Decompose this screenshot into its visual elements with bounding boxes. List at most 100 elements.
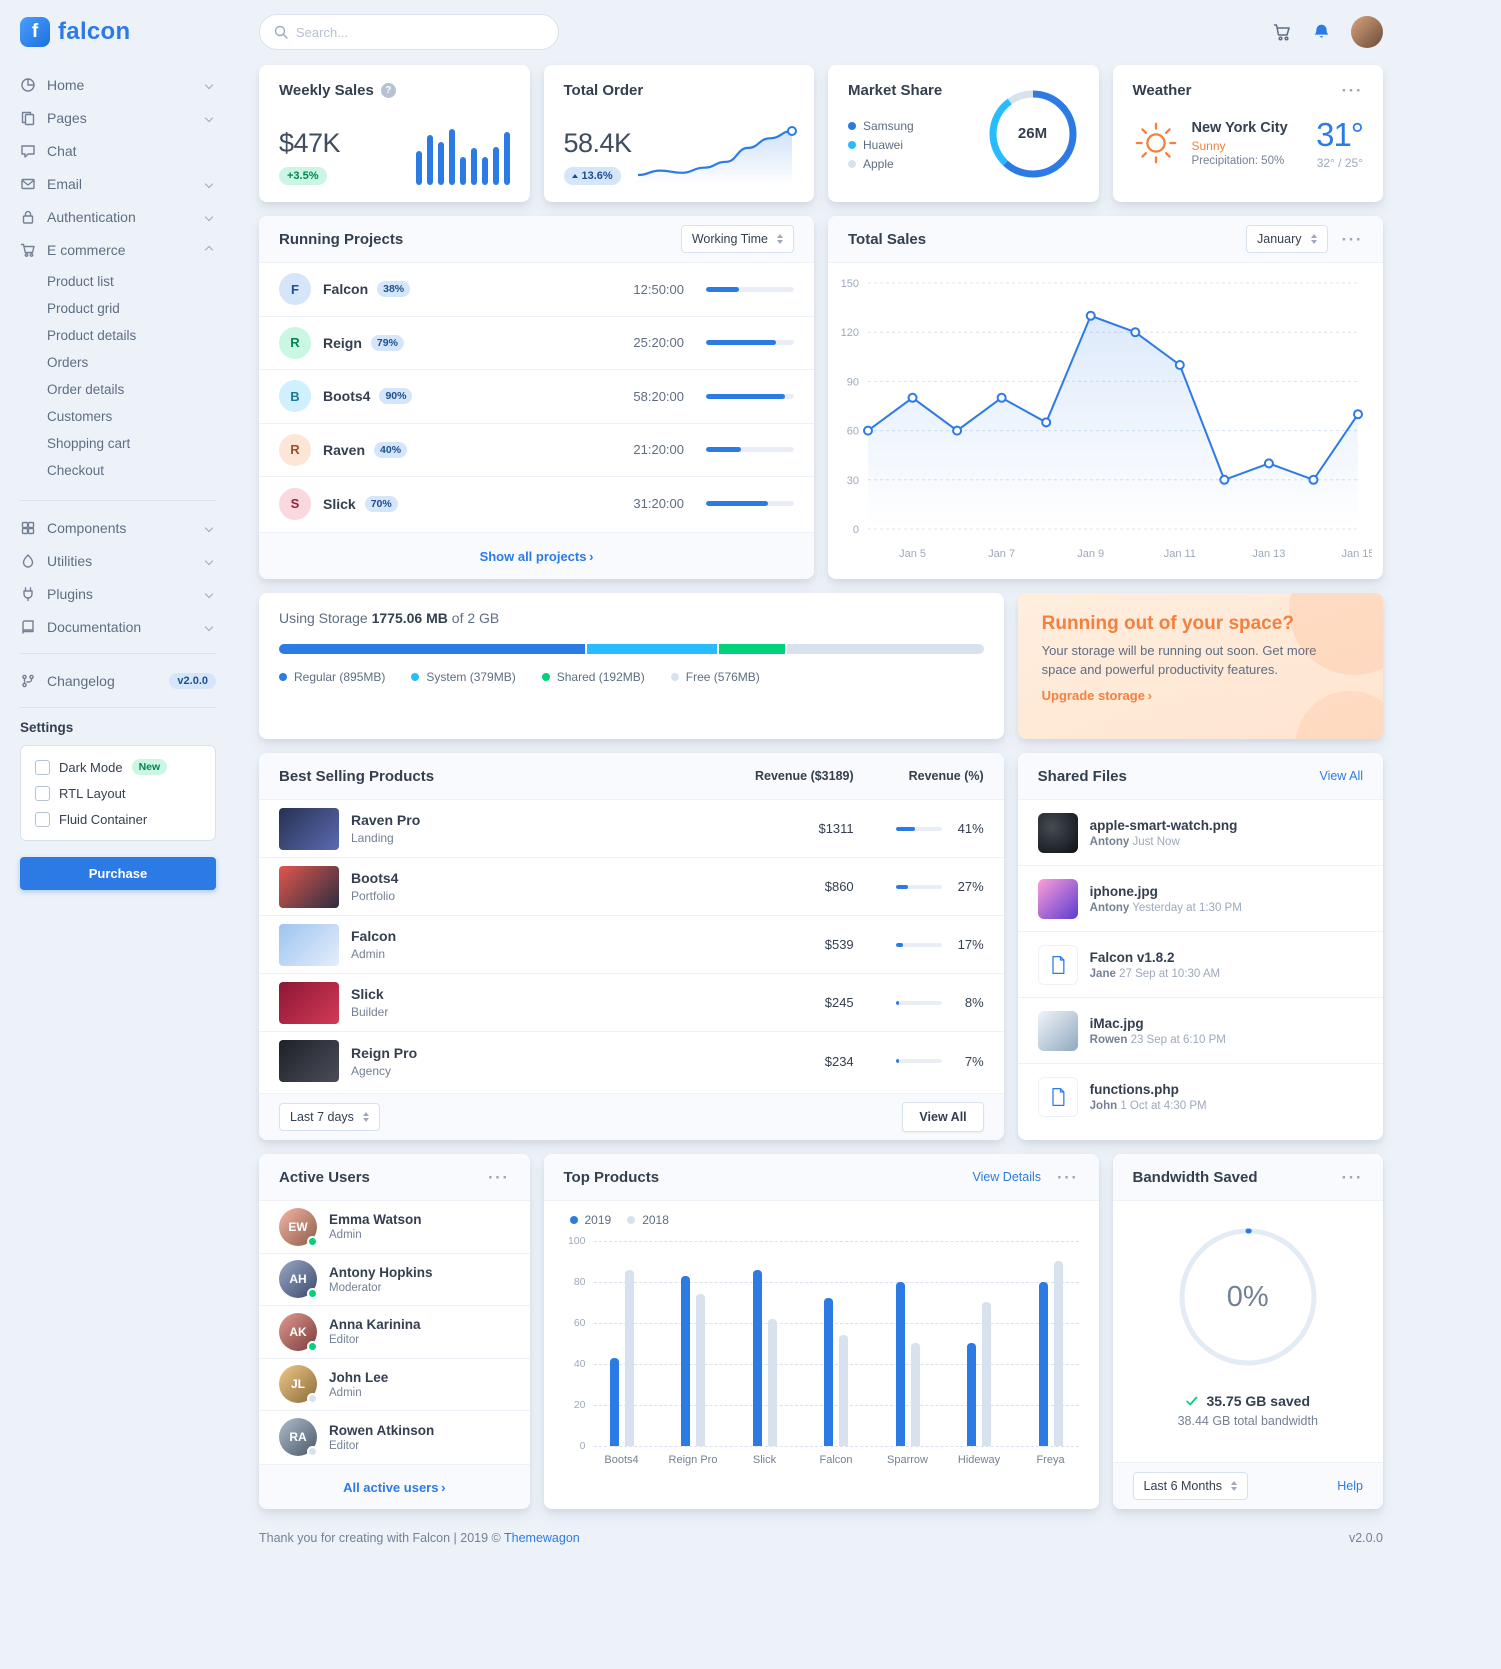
brand-logo[interactable]: f falcon xyxy=(0,17,230,47)
sidebar-item-authentication[interactable]: Authentication xyxy=(20,200,216,233)
sidebar-subitem[interactable]: Product details xyxy=(47,322,216,349)
user-row[interactable]: AH Antony Hopkins Moderator xyxy=(259,1254,530,1306)
checkbox[interactable] xyxy=(35,759,50,775)
product-thumbnail xyxy=(279,923,339,966)
total-order-card: Total Order 58.4K 13.6% xyxy=(543,65,814,202)
sidebar-item-home[interactable]: Home xyxy=(20,68,216,101)
ellipsis-menu-icon[interactable] xyxy=(1342,82,1363,99)
ellipsis-menu-icon[interactable] xyxy=(1342,231,1363,248)
checkbox[interactable] xyxy=(35,786,50,801)
sidebar-subitem[interactable]: Shopping cart xyxy=(47,430,216,457)
file-name[interactable]: apple-smart-watch.png xyxy=(1089,817,1238,833)
footer-credit: Thank you for creating with Falcon | 201… xyxy=(259,1531,580,1545)
user-row[interactable]: EW Emma Watson Admin xyxy=(259,1201,530,1254)
sidebar-item-changelog[interactable]: Changelog v2.0.0 xyxy=(20,664,216,697)
sidebar-divider xyxy=(20,707,216,708)
ellipsis-menu-icon[interactable] xyxy=(1057,1169,1078,1186)
sidebar-subitem[interactable]: Product grid xyxy=(47,295,216,322)
product-name[interactable]: Boots4 xyxy=(351,870,399,886)
help-link[interactable]: Help xyxy=(1337,1479,1363,1493)
chevron-down-icon xyxy=(204,622,214,631)
product-row[interactable]: Reign Pro Agency $234 7% xyxy=(259,1032,1004,1090)
themewagon-link[interactable]: Themewagon xyxy=(504,1531,580,1545)
settings-checkbox-row[interactable]: Dark Mode New xyxy=(35,759,201,775)
sidebar-item-chat[interactable]: Chat xyxy=(20,134,216,167)
sidebar-item-plugins[interactable]: Plugins xyxy=(20,577,216,610)
project-name[interactable]: Raven xyxy=(323,441,366,458)
settings-checkbox-row[interactable]: Fluid Container xyxy=(35,812,201,827)
sidebar-subitem[interactable]: Product list xyxy=(47,268,216,295)
month-select[interactable]: January xyxy=(1246,225,1328,253)
project-name[interactable]: Reign xyxy=(323,334,362,351)
project-name[interactable]: Boots4 xyxy=(323,388,371,405)
checkbox[interactable] xyxy=(35,812,50,827)
user-row[interactable]: AK Anna Karinina Editor xyxy=(259,1306,530,1359)
project-name[interactable]: Slick xyxy=(323,495,356,512)
user-name[interactable]: John Lee xyxy=(329,1369,389,1385)
ellipsis-menu-icon[interactable] xyxy=(1342,1169,1363,1186)
user-row[interactable]: RA Rowen Atkinson Editor xyxy=(259,1411,530,1464)
project-row[interactable]: S Slick 70% 31:20:00 xyxy=(259,477,814,531)
sidebar-item-utilities[interactable]: Utilities xyxy=(20,544,216,577)
sidebar-subitem[interactable]: Order details xyxy=(47,376,216,403)
project-row[interactable]: R Raven 40% 21:20:00 xyxy=(259,424,814,477)
user-avatar[interactable] xyxy=(1351,16,1383,48)
working-time-select[interactable]: Working Time xyxy=(680,225,794,253)
chevron-down-icon xyxy=(204,212,214,221)
file-name[interactable]: Falcon v1.8.2 xyxy=(1089,949,1175,965)
user-row[interactable]: JL John Lee Admin xyxy=(259,1359,530,1411)
user-name[interactable]: Rowen Atkinson xyxy=(329,1422,435,1438)
sidebar-item-email[interactable]: Email xyxy=(20,167,216,200)
sidebar-item-ecommerce[interactable]: E commerce xyxy=(20,233,216,266)
upgrade-storage-link[interactable]: Upgrade storage xyxy=(1042,688,1359,703)
sidebar-subitem[interactable]: Customers xyxy=(47,403,216,430)
sidebar-item-components[interactable]: Components xyxy=(20,511,216,544)
cart-icon[interactable] xyxy=(1272,22,1292,42)
sidebar-subitem[interactable]: Orders xyxy=(47,349,216,376)
all-active-users-link[interactable]: All active users xyxy=(343,1480,445,1495)
project-row[interactable]: B Boots4 90% 58:20:00 xyxy=(259,370,814,424)
product-row[interactable]: Raven Pro Landing $1311 41% xyxy=(259,800,1004,858)
product-name[interactable]: Reign Pro xyxy=(351,1044,418,1061)
product-name[interactable]: Falcon xyxy=(351,928,397,944)
sidebar-item-pages[interactable]: Pages xyxy=(20,101,216,134)
show-all-projects-link[interactable]: Show all projects xyxy=(480,549,594,564)
product-name[interactable]: Raven Pro xyxy=(351,812,421,828)
product-name[interactable]: Slick xyxy=(351,986,384,1002)
search-input[interactable] xyxy=(296,24,544,40)
sidebar-subitem[interactable]: Checkout xyxy=(47,457,216,484)
ellipsis-menu-icon[interactable] xyxy=(488,1169,509,1186)
purchase-button[interactable]: Purchase xyxy=(20,857,216,890)
shared-file-row[interactable]: Falcon v1.8.2 Jane 27 Sep at 10:30 AM xyxy=(1017,932,1383,998)
shared-file-row[interactable]: apple-smart-watch.png Antony Just Now xyxy=(1017,800,1383,866)
user-name[interactable]: Antony Hopkins xyxy=(329,1264,433,1280)
settings-checkbox-row[interactable]: RTL Layout xyxy=(35,786,201,801)
project-name[interactable]: Falcon xyxy=(323,281,369,298)
product-row[interactable]: Boots4 Portfolio $860 27% xyxy=(259,858,1004,916)
user-name[interactable]: Emma Watson xyxy=(329,1212,422,1228)
months-select[interactable]: Last 6 Months xyxy=(1132,1472,1249,1500)
days-select[interactable]: Last 7 days xyxy=(279,1103,380,1131)
shared-files-view-all-link[interactable]: View All xyxy=(1319,769,1363,783)
product-row[interactable]: Slick Builder $245 8% xyxy=(259,974,1004,1032)
book-icon xyxy=(20,619,36,635)
shared-file-row[interactable]: iMac.jpg Rowen 23 Sep at 6:10 PM xyxy=(1017,998,1383,1064)
file-name[interactable]: functions.php xyxy=(1089,1082,1179,1097)
legend-label: 2019 xyxy=(584,1213,612,1227)
shared-file-row[interactable]: functions.php John 1 Oct at 4:30 PM xyxy=(1018,1064,1383,1130)
user-name[interactable]: Anna Karinina xyxy=(329,1317,421,1333)
search-bar[interactable] xyxy=(259,14,559,50)
product-row[interactable]: Falcon Admin $539 17% xyxy=(259,916,1004,974)
view-details-link[interactable]: View Details xyxy=(972,1170,1042,1184)
sidebar-item-documentation[interactable]: Documentation xyxy=(20,610,216,643)
legend-dot xyxy=(279,673,287,681)
file-name[interactable]: iMac.jpg xyxy=(1089,1015,1144,1031)
shared-file-row[interactable]: iphone.jpg Antony Yesterday at 1:30 PM xyxy=(1017,866,1383,932)
view-all-button[interactable]: View All xyxy=(902,1102,984,1132)
project-row[interactable]: F Falcon 38% 12:50:00 xyxy=(259,263,814,317)
status-dot xyxy=(307,1393,318,1405)
file-name[interactable]: iphone.jpg xyxy=(1089,883,1158,899)
bell-icon[interactable] xyxy=(1312,23,1331,42)
help-icon[interactable] xyxy=(380,83,396,98)
project-row[interactable]: R Reign 79% 25:20:00 xyxy=(259,317,814,370)
